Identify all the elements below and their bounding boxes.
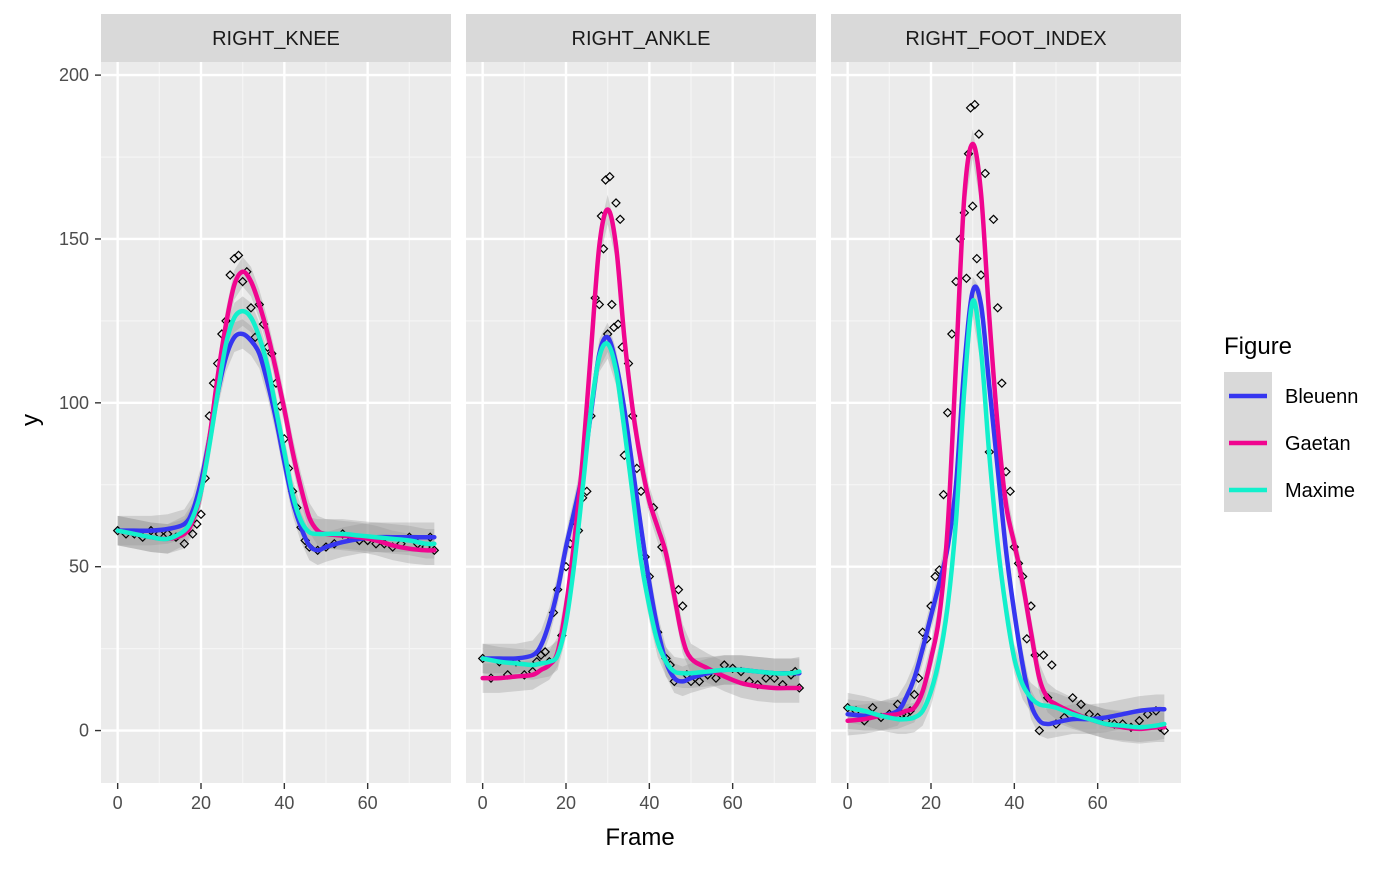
series-line-gaetan <box>480 207 802 691</box>
x-tick-label: 0 <box>113 793 123 813</box>
data-point <box>604 171 615 182</box>
data-point <box>961 273 972 284</box>
data-point <box>727 663 738 674</box>
x-tick-label: 0 <box>843 793 853 813</box>
data-point <box>967 201 978 212</box>
x-tick-label: 20 <box>556 793 576 813</box>
data-point <box>971 253 982 264</box>
data-point <box>237 276 248 287</box>
legend-items: Bleuenn Gaetan Maxime <box>1229 386 1358 502</box>
data-point <box>540 647 551 657</box>
data-point <box>974 129 984 139</box>
x-axes: 0 20 40 60 0 20 40 60 0 20 40 60 <box>113 783 1108 813</box>
data-point <box>938 489 949 500</box>
legend: Figure Bleuenn Gaetan Maxime <box>1224 333 1358 512</box>
y-tick-label: 150 <box>59 229 89 249</box>
facet-strip-label: RIGHT_KNEE <box>212 28 340 50</box>
data-point <box>179 538 190 549</box>
x-tick-label: 0 <box>478 793 488 813</box>
y-axis: 0 50 100 150 200 <box>59 65 101 741</box>
confidence-band-maxime <box>482 329 800 688</box>
data-point <box>988 214 999 225</box>
data-point <box>711 673 721 683</box>
data-point <box>606 299 617 310</box>
facet-strip <box>831 14 1181 62</box>
x-tick-label: 20 <box>191 793 211 813</box>
x-tick-label: 60 <box>358 793 378 813</box>
data-point <box>1067 692 1078 703</box>
data-point <box>225 270 236 280</box>
data-point <box>1076 699 1086 710</box>
series-line-maxime <box>480 341 802 676</box>
data-point <box>752 679 763 690</box>
data-point <box>677 601 688 611</box>
legend-label-bleuenn: Bleuenn <box>1285 386 1358 408</box>
facet-right-ankle: RIGHT_ANKLE <box>466 14 816 783</box>
x-tick-label: 60 <box>1088 793 1108 813</box>
data-point <box>1034 725 1045 736</box>
data-point <box>969 99 980 110</box>
data-point <box>992 302 1003 313</box>
x-tick-label: 40 <box>639 793 659 813</box>
facet-strip-label: RIGHT_FOOT_INDEX <box>905 28 1106 50</box>
x-tick-label: 20 <box>921 793 941 813</box>
data-point <box>673 584 684 595</box>
panel-background <box>831 62 1181 783</box>
series-line-maxime <box>115 308 437 547</box>
facet-panels: RIGHT_KNEE RIGHT_ANKLE RIGHT_FOOT_INDEX <box>101 14 1181 783</box>
legend-title: Figure <box>1224 333 1292 360</box>
data-point <box>976 270 986 280</box>
x-axis-title: Frame <box>605 824 674 851</box>
data-point <box>187 529 198 539</box>
facet-right-knee: RIGHT_KNEE <box>101 14 451 783</box>
facet-strip <box>101 14 451 62</box>
confidence-band-gaetan <box>117 257 435 566</box>
y-axis-title: y <box>17 414 44 426</box>
facet-strip <box>466 14 816 62</box>
data-point <box>196 509 206 520</box>
y-tick-label: 0 <box>79 721 89 741</box>
data-point <box>246 302 256 313</box>
data-point <box>694 676 705 687</box>
data-point <box>233 250 244 261</box>
x-tick-label: 40 <box>274 793 294 813</box>
y-tick-label: 100 <box>59 393 89 413</box>
x-tick-label: 40 <box>1004 793 1024 813</box>
data-point <box>1046 660 1057 670</box>
data-point <box>769 673 780 683</box>
data-point <box>942 407 953 418</box>
confidence-band-gaetan <box>482 194 800 703</box>
data-point <box>636 486 646 497</box>
data-point <box>1134 715 1145 726</box>
data-point <box>615 214 626 225</box>
data-point <box>980 168 991 179</box>
legend-label-maxime: Maxime <box>1285 480 1355 502</box>
data-point <box>1005 486 1016 497</box>
y-tick-label: 200 <box>59 65 89 85</box>
legend-label-gaetan: Gaetan <box>1285 433 1351 455</box>
data-point <box>930 571 941 582</box>
facet-right-foot-index: RIGHT_FOOT_INDEX <box>831 14 1181 783</box>
data-point <box>1021 633 1032 644</box>
facet-strip-label: RIGHT_ANKLE <box>572 28 711 50</box>
data-point <box>909 689 920 700</box>
data-point <box>1142 709 1153 720</box>
data-point <box>761 673 771 683</box>
data-point <box>996 378 1007 389</box>
x-tick-label: 60 <box>723 793 743 813</box>
series-line-maxime <box>845 298 1167 730</box>
data-point <box>611 198 621 208</box>
y-tick-label: 50 <box>69 557 89 577</box>
data-point <box>946 329 957 339</box>
data-point <box>1038 650 1049 661</box>
